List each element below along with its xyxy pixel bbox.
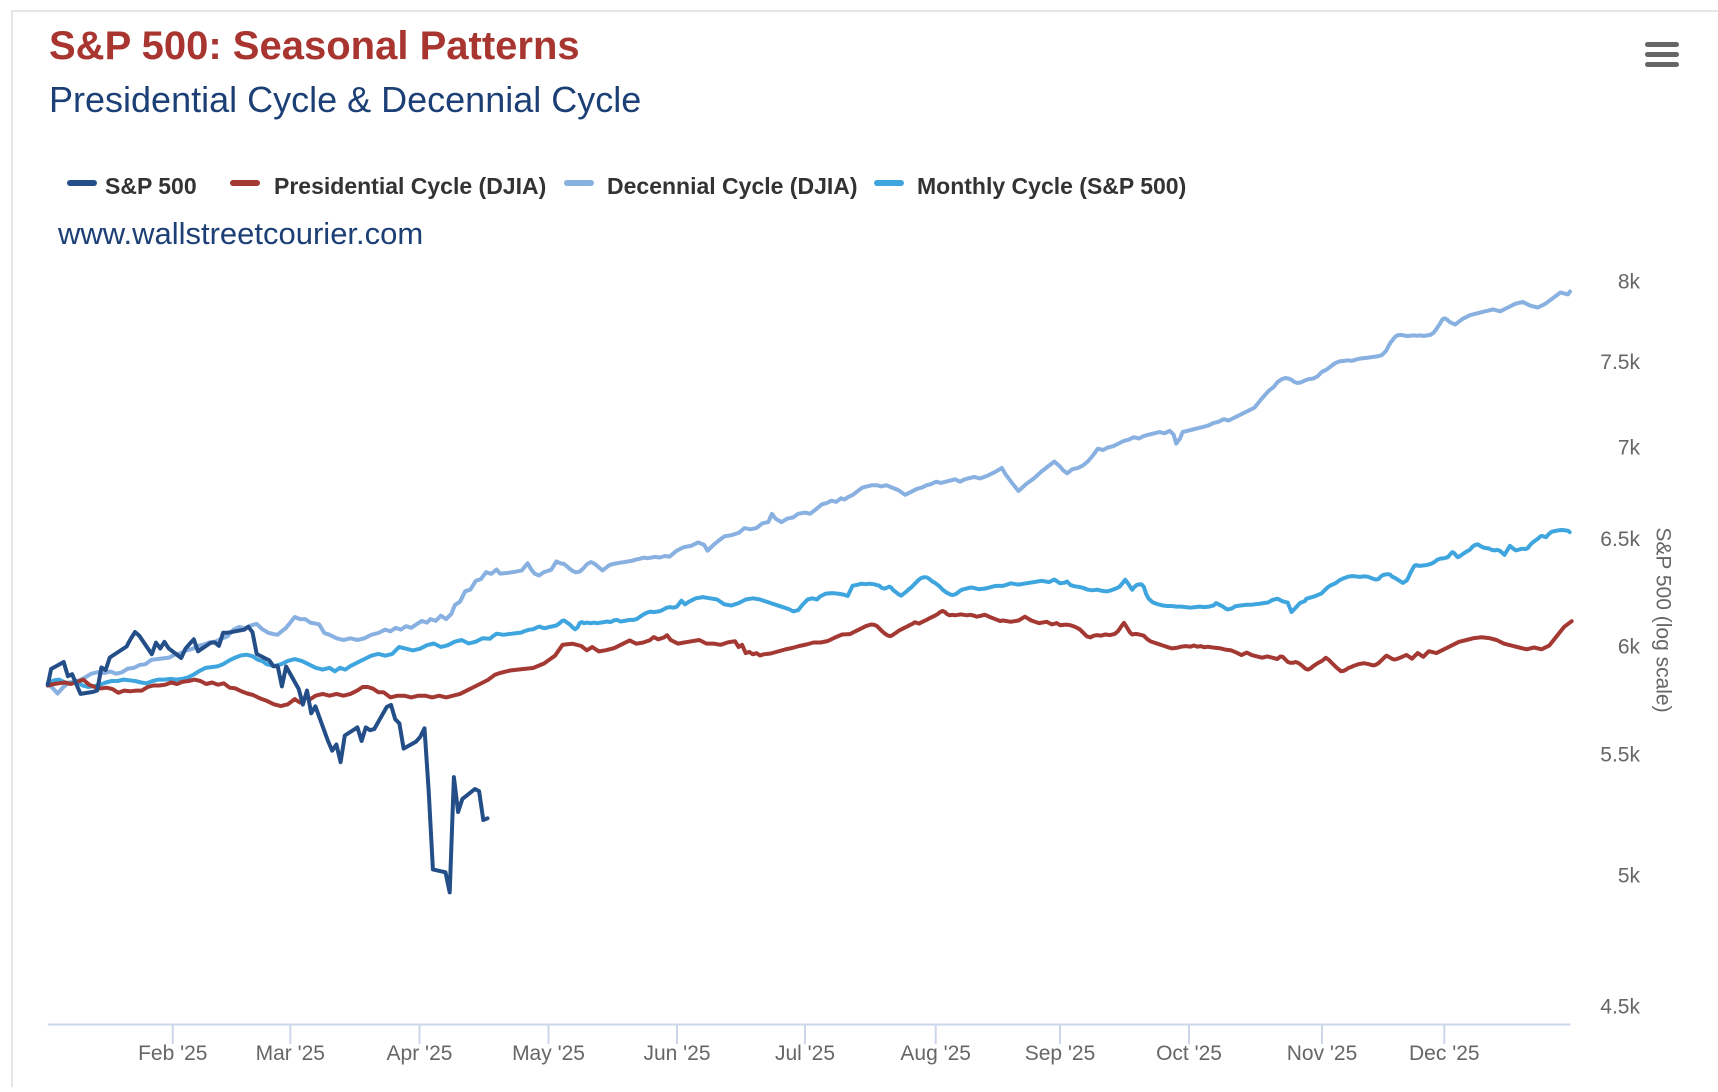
svg-text:Mar '25: Mar '25 — [256, 1042, 325, 1065]
svg-text:Sep '25: Sep '25 — [1025, 1042, 1096, 1065]
svg-text:Dec '25: Dec '25 — [1409, 1042, 1480, 1065]
svg-text:Jun '25: Jun '25 — [643, 1042, 710, 1065]
svg-text:6.5k: 6.5k — [1600, 528, 1640, 551]
svg-text:Jul '25: Jul '25 — [775, 1042, 835, 1065]
svg-text:S&P 500 (log scale): S&P 500 (log scale) — [1652, 527, 1675, 712]
svg-text:8k: 8k — [1618, 271, 1641, 294]
svg-text:7k: 7k — [1618, 437, 1641, 460]
svg-text:May '25: May '25 — [512, 1042, 585, 1065]
svg-text:Aug '25: Aug '25 — [900, 1042, 971, 1065]
svg-text:Feb '25: Feb '25 — [138, 1042, 207, 1065]
svg-text:7.5k: 7.5k — [1600, 351, 1640, 374]
svg-text:Nov '25: Nov '25 — [1287, 1042, 1358, 1065]
svg-text:5.5k: 5.5k — [1600, 744, 1640, 767]
svg-text:4.5k: 4.5k — [1600, 996, 1640, 1019]
svg-text:Oct '25: Oct '25 — [1156, 1042, 1222, 1065]
svg-text:5k: 5k — [1618, 865, 1641, 888]
svg-text:Apr '25: Apr '25 — [387, 1042, 453, 1065]
svg-text:6k: 6k — [1618, 636, 1641, 659]
